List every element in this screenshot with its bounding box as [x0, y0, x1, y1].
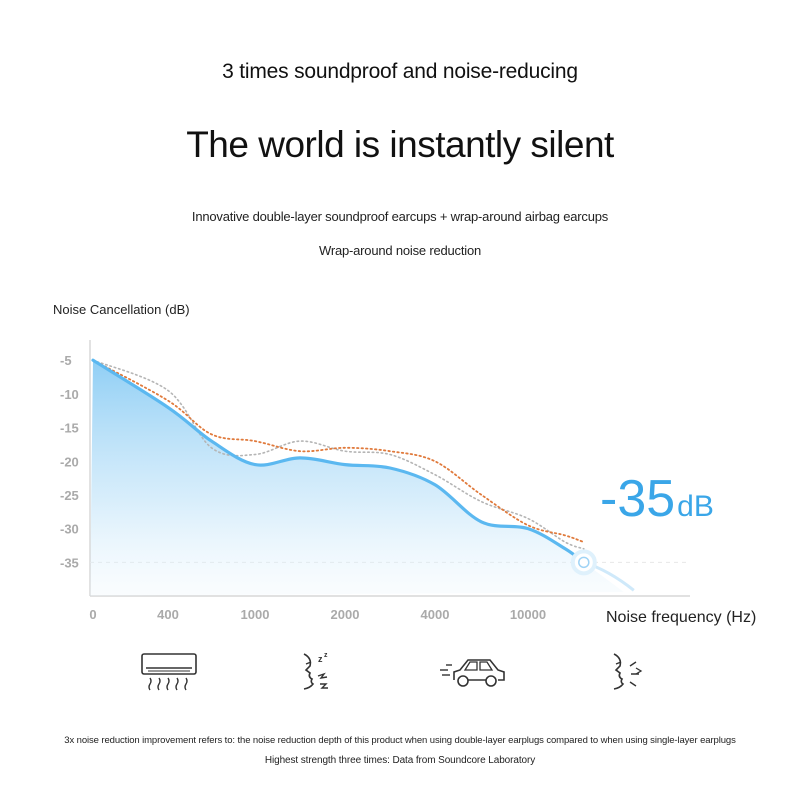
y-tick-label: -20 [60, 454, 79, 469]
svg-text:z: z [318, 654, 323, 664]
chart-ticks-layer: -5 -10 -15 -20 -25 -30 -35 0 400 1000 2000 4000 1000… [60, 353, 546, 622]
chart-marker-layer [570, 549, 597, 576]
y-tick-label: -30 [60, 522, 79, 537]
y-tick-label: -10 [60, 387, 79, 402]
speaking-icon [613, 653, 643, 690]
x-tick-label: 400 [157, 607, 179, 622]
noise-source-icons: z z [0, 648, 800, 698]
footnote-line-1: 3x noise reduction improvement refers to… [64, 735, 736, 746]
description-line-1: Innovative double-layer soundproof earcu… [191, 209, 609, 224]
x-tick-label: 1000 [241, 607, 270, 622]
x-tick-label: 4000 [421, 607, 450, 622]
y-tick-label: -5 [60, 353, 72, 368]
x-tick-label: 10000 [510, 607, 546, 622]
y-tick-label: -15 [60, 421, 79, 436]
y-tick-label: -25 [60, 488, 79, 503]
snoring-icon: z z [303, 652, 328, 690]
car-icon [440, 659, 505, 687]
footnote-line-2: Highest strength three times: Data from … [264, 755, 536, 766]
headline: The world is instantly silent [186, 124, 614, 165]
x-axis-label: Noise frequency (Hz) [606, 609, 756, 626]
series-line-primary [91, 358, 586, 564]
series-line-orange [92, 359, 585, 543]
description-line-2: Wrap-around noise reduction [318, 243, 481, 258]
chart-lines-layer [91, 358, 635, 592]
x-tick-label: 2000 [331, 607, 360, 622]
chart-area-layer [90, 360, 624, 596]
svg-text:z: z [324, 652, 328, 659]
air-conditioner-icon [141, 653, 197, 691]
x-tick-label: 0 [89, 607, 96, 622]
series-area [90, 360, 624, 596]
y-tick-label: -35 [60, 555, 79, 570]
highlight-unit: dB [677, 490, 714, 523]
subtitle: 3 times soundproof and noise-reducing [222, 60, 578, 83]
y-axis-label: Noise Cancellation (dB) [53, 302, 190, 317]
end-point-marker [578, 556, 590, 569]
highlight-value-label: -35dB [600, 470, 714, 528]
highlight-value: -35 [600, 470, 675, 528]
